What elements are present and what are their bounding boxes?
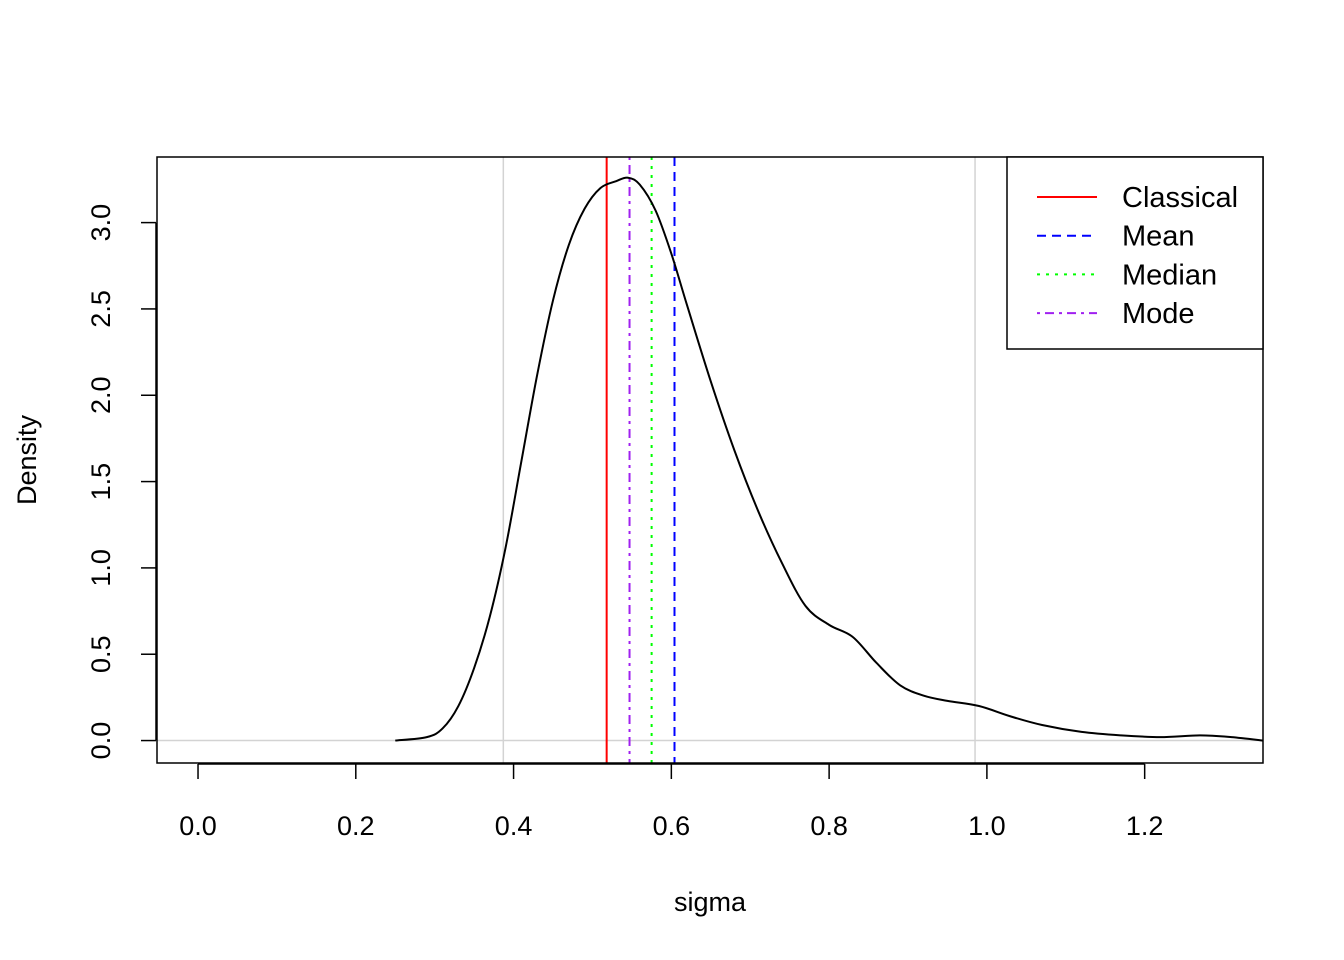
legend-label-classical: Classical (1122, 182, 1238, 214)
legend-label-mean: Mean (1122, 221, 1195, 253)
y-tick-label-1: 0.5 (86, 635, 116, 673)
y-tick-label-5: 2.5 (86, 290, 116, 328)
y-tick-label-0: 0.0 (86, 722, 116, 760)
x-tick-label-2: 0.4 (495, 811, 533, 841)
x-tick-label-1: 0.2 (337, 811, 375, 841)
x-axis-title: sigma (674, 887, 747, 917)
density-curve-layer (395, 176, 1264, 742)
y-tick-label-2: 1.0 (86, 549, 116, 587)
density-curve (395, 176, 1264, 742)
x-tick-label-4: 0.8 (810, 811, 848, 841)
y-axis: 0.0 0.5 1.0 1.5 2.0 2.5 3.0 (86, 204, 157, 760)
legend-label-median: Median (1122, 259, 1217, 291)
legend: Classical Mean Median Mode (1006, 156, 1264, 350)
legend-label-mode: Mode (1122, 298, 1195, 330)
y-axis-title: Density (12, 414, 42, 505)
legend-box (1006, 156, 1264, 350)
y-tick-label-4: 2.0 (86, 376, 116, 414)
x-tick-label-5: 1.0 (968, 811, 1006, 841)
grid-lines (157, 157, 1263, 763)
x-tick-label-6: 1.2 (1126, 811, 1164, 841)
y-tick-label-3: 1.5 (86, 463, 116, 501)
x-axis: 0.0 0.2 0.4 0.6 0.8 1.0 1.2 (179, 763, 1164, 841)
x-tick-label-0: 0.0 (179, 811, 217, 841)
y-tick-label-6: 3.0 (86, 204, 116, 242)
x-tick-label-3: 0.6 (653, 811, 691, 841)
statistic-lines (605, 157, 676, 763)
plot-frame (156, 156, 1264, 764)
